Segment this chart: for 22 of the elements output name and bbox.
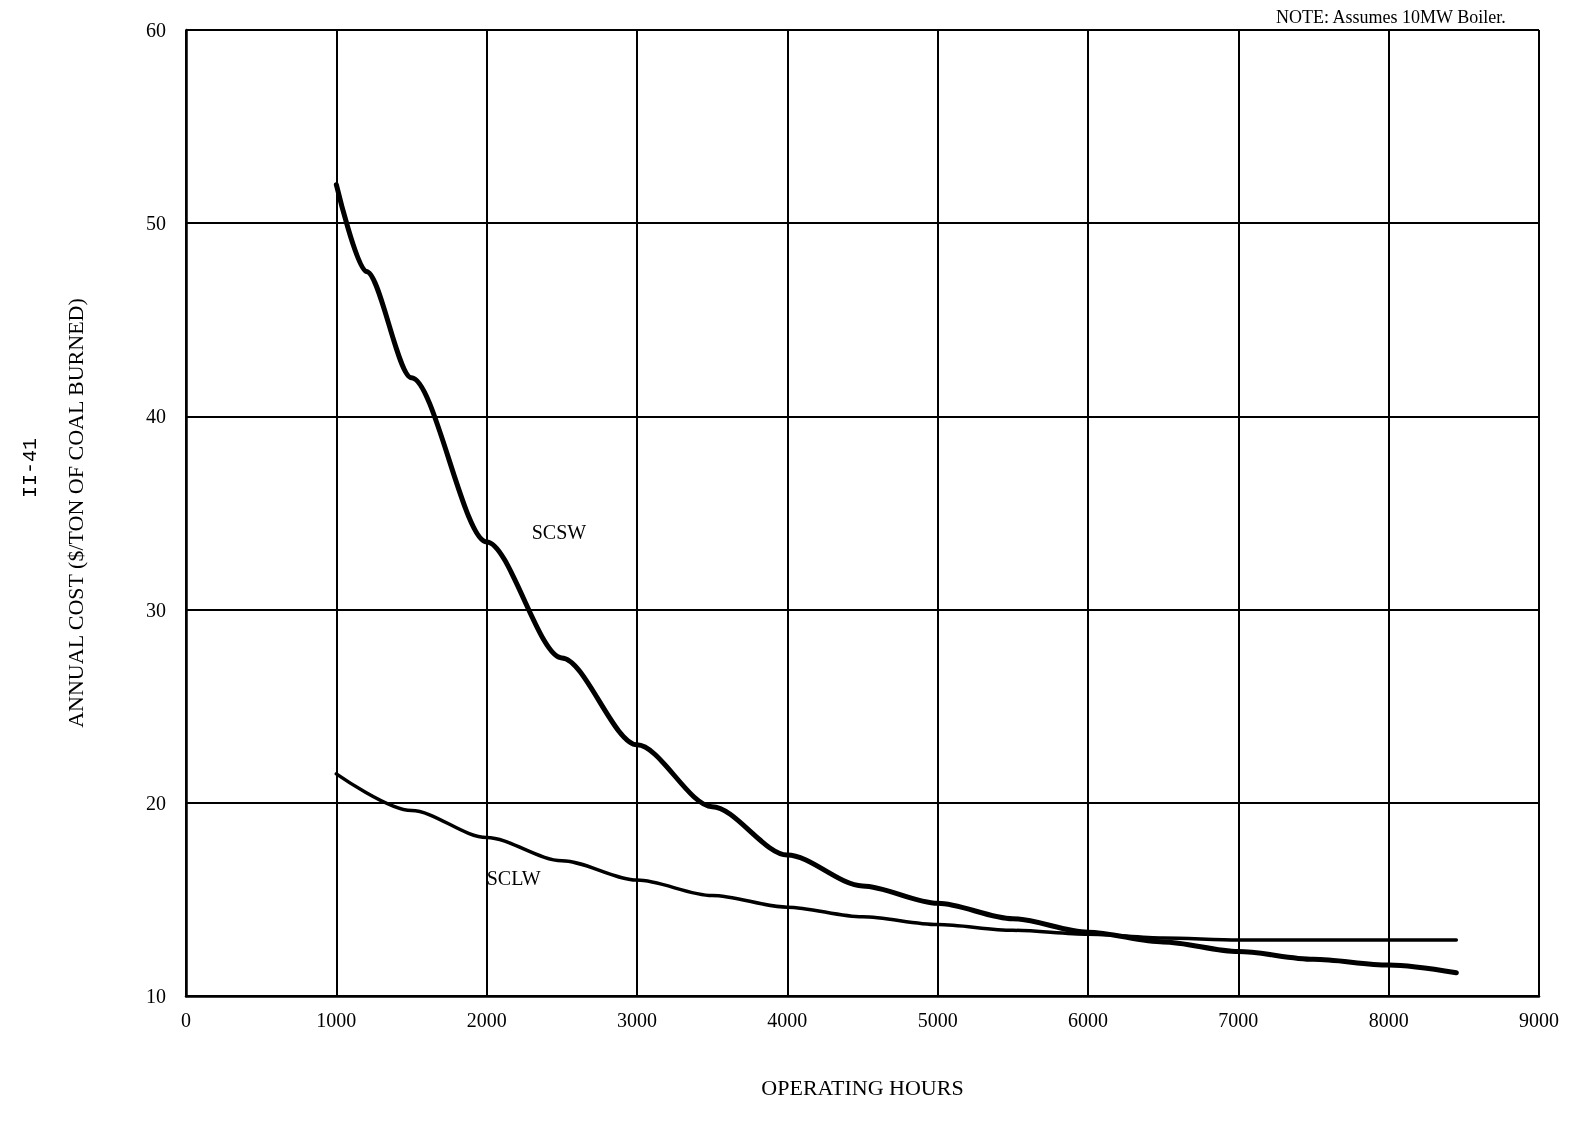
y-tick-label: 10 — [146, 985, 166, 1007]
x-axis-title: OPERATING HOURS — [761, 1074, 964, 1100]
x-tick-label: 3000 — [617, 1009, 657, 1031]
x-tick-label: 7000 — [1218, 1009, 1259, 1031]
y-tick-label: 30 — [146, 598, 166, 621]
x-tick-label: 1000 — [316, 1009, 357, 1031]
series-label: SCLW — [486, 866, 541, 889]
y-tick-label: 40 — [146, 405, 166, 428]
x-tick-label: 6000 — [1068, 1009, 1108, 1031]
x-tick-label: 2000 — [466, 1009, 507, 1031]
text: II-41 — [18, 437, 42, 499]
text: NOTE: Assumes 10MW Boiler. — [1276, 7, 1506, 27]
x-tick-label: 8000 — [1368, 1009, 1409, 1031]
y-tick-label: 20 — [146, 791, 166, 814]
x-tick-label: 0 — [181, 1009, 191, 1031]
x-tick-label: 4000 — [767, 1009, 808, 1031]
x-tick-label: 9000 — [1519, 1009, 1559, 1031]
x-tick-label: 5000 — [917, 1009, 958, 1031]
series-label: SCSW — [531, 520, 587, 543]
y-tick-label: 60 — [146, 19, 166, 41]
y-axis-title: ANNUAL COST ($/TON OF COAL BURNED) — [62, 298, 88, 728]
y-tick-label: 50 — [146, 212, 166, 235]
